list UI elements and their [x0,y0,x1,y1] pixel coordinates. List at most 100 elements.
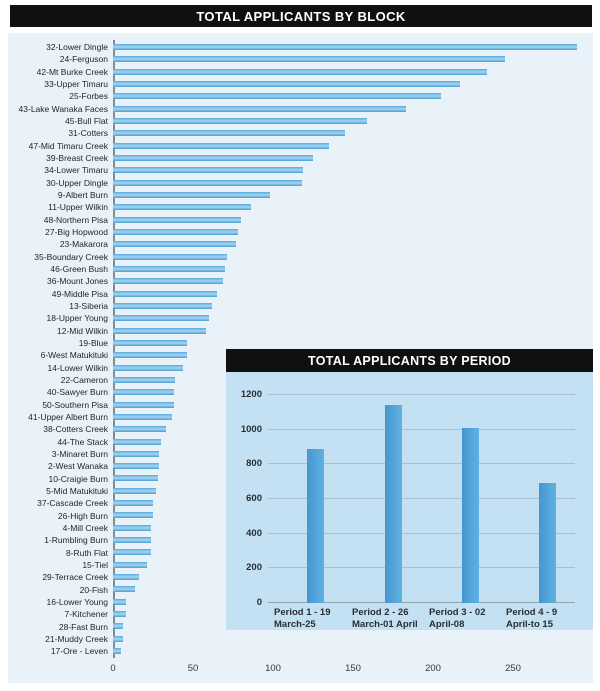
bar-track [113,78,593,90]
gridline [268,532,575,534]
bar [113,290,217,297]
bar-row: 23-Makarora [8,238,593,250]
bar [113,142,329,149]
bar [113,389,174,396]
bar [113,80,461,87]
bar-track [113,497,593,509]
bar-track [113,152,593,164]
bar [113,44,577,50]
category-label: 45-Bull Flat [65,116,108,127]
bar [113,537,152,544]
bar-row: 38-Cotters Creek [8,423,593,435]
bar [113,413,173,420]
bar-row: 27-Big Hopwood [8,226,593,238]
bar [113,463,160,470]
block-chart-title: TOTAL APPLICANTS BY BLOCK [196,8,406,24]
bar-track [113,423,593,435]
y-axis-tick-label: 400 [246,527,262,539]
bar [113,105,406,112]
period-chart-panel: TOTAL APPLICANTS BY PERIOD 0 200 400 600 800… [226,349,593,630]
bar-track [113,596,593,608]
bar-track [113,177,593,189]
bar-track [113,386,593,398]
bar-track [113,66,593,78]
bar-row: 44-The Stack [8,436,593,448]
bar [113,364,184,371]
category-label: 26-High Burn [57,510,108,521]
bar-row: 3-Minaret Burn [8,448,593,460]
bar [113,635,123,642]
bar-row: 20-Fish [8,583,593,595]
bar-row: 14-Lower Wilkin [8,362,593,374]
category-label: 8-Ruth Flat [65,547,108,558]
period-label: Period 3 - 02 April-08 [429,607,521,630]
category-label: 46-Green Bush [50,264,108,275]
bar [113,623,123,630]
bar [113,611,126,618]
bar-row: 26-High Burn [8,509,593,521]
category-label: 50-Southern Pisa [42,399,108,410]
block-chart-panel: 32-Lower Dingle 24-Ferguson 42-Mt Burke Cr… [8,33,593,683]
bar [113,56,505,63]
bar-row: 29-Terrace Creek [8,571,593,583]
bar-row: 39-Breast Creek [8,152,593,164]
bar-row: 36-Mount Jones [8,275,593,287]
bar-track [113,571,593,583]
bar-row: 31-Cotters [8,127,593,139]
x-axis-tick-label: 150 [345,663,361,674]
bar-track [113,337,593,349]
y-axis-tick-label: 1200 [240,389,262,400]
bar [113,167,304,174]
gridline [268,498,575,499]
bar-row: 30-Upper Dingle [8,177,593,189]
y-axis-tick-label: 200 [246,562,262,574]
bar-row: 32-Lower Dingle [8,41,593,53]
bar [113,241,237,248]
category-label: 28-Fast Burn [58,621,108,632]
category-label: 40-Sawyer Burn [47,387,108,398]
category-label: 7-Kitchener [64,609,108,620]
bar-track [113,546,593,558]
bar [113,586,136,593]
bar-row: 40-Sawyer Burn [8,386,593,398]
period-chart-title-bar: TOTAL APPLICANTS BY PERIOD [226,349,593,372]
bar [113,179,302,186]
block-chart-rows: 32-Lower Dingle 24-Ferguson 42-Mt Burke Cr… [8,41,593,657]
category-label: 30-Upper Dingle [46,177,108,188]
category-label: 22-Cameron [60,375,108,386]
bar-track [113,115,593,127]
bar-track [113,362,593,374]
bar-track [113,645,593,657]
bar [113,500,153,507]
category-label: 16-Lower Young [46,596,108,607]
bar [461,427,479,603]
bar-row: 25-Forbes [8,90,593,102]
bar-track [113,460,593,472]
bar-row: 48-Northern Pisa [8,214,593,226]
bar [113,574,139,581]
bar [113,228,238,235]
bar-row: 35-Boundary Creek [8,251,593,263]
bar-track [113,251,593,263]
bar-track [113,300,593,312]
category-label: 3-Minaret Burn [51,448,108,459]
bar-track [113,559,593,571]
category-label: 39-Breast Creek [46,153,108,164]
bar [113,549,152,556]
x-axis-tick-label: 200 [425,663,441,674]
bar [384,405,402,603]
period-chart-area [268,394,575,603]
gridline [268,463,575,465]
bar-track [113,399,593,411]
bar [113,93,441,100]
period-label: Period 4 - 9 April-to 15 [506,607,598,630]
bar-row: 15-Tiel [8,559,593,571]
bar-row: 41-Upper Albert Burn [8,411,593,423]
bar [113,191,270,198]
category-label: 11-Upper Wilkin [48,202,108,213]
bar-track [113,509,593,521]
bar [113,512,153,519]
bar-row: 16-Lower Young [8,596,593,608]
bar-track [113,472,593,484]
bar-track [113,127,593,139]
